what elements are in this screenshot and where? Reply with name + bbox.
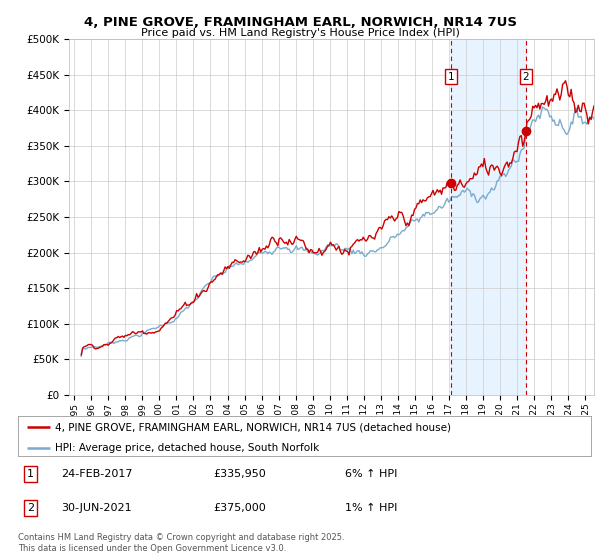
Bar [451,39,526,395]
Text: HPI: Average price, detached house, South Norfolk: HPI: Average price, detached house, Sout… [55,442,319,452]
Text: 30-JUN-2021: 30-JUN-2021 [61,503,131,513]
Text: £335,950: £335,950 [213,469,266,479]
Text: £375,000: £375,000 [213,503,266,513]
Text: 1: 1 [27,469,34,479]
Text: 4, PINE GROVE, FRAMINGHAM EARL, NORWICH, NR14 7US (detached house): 4, PINE GROVE, FRAMINGHAM EARL, NORWICH,… [55,422,451,432]
Text: 1: 1 [448,72,454,82]
Text: 1% ↑ HPI: 1% ↑ HPI [344,503,397,513]
Text: Contains HM Land Registry data © Crown copyright and database right 2025.
This d: Contains HM Land Registry data © Crown c… [18,533,344,553]
Text: Price paid vs. HM Land Registry's House Price Index (HPI): Price paid vs. HM Land Registry's House … [140,28,460,38]
Text: 2: 2 [27,503,34,513]
Text: 2: 2 [523,72,529,82]
Text: 4, PINE GROVE, FRAMINGHAM EARL, NORWICH, NR14 7US: 4, PINE GROVE, FRAMINGHAM EARL, NORWICH,… [83,16,517,29]
Text: 6% ↑ HPI: 6% ↑ HPI [344,469,397,479]
Text: 24-FEB-2017: 24-FEB-2017 [61,469,133,479]
